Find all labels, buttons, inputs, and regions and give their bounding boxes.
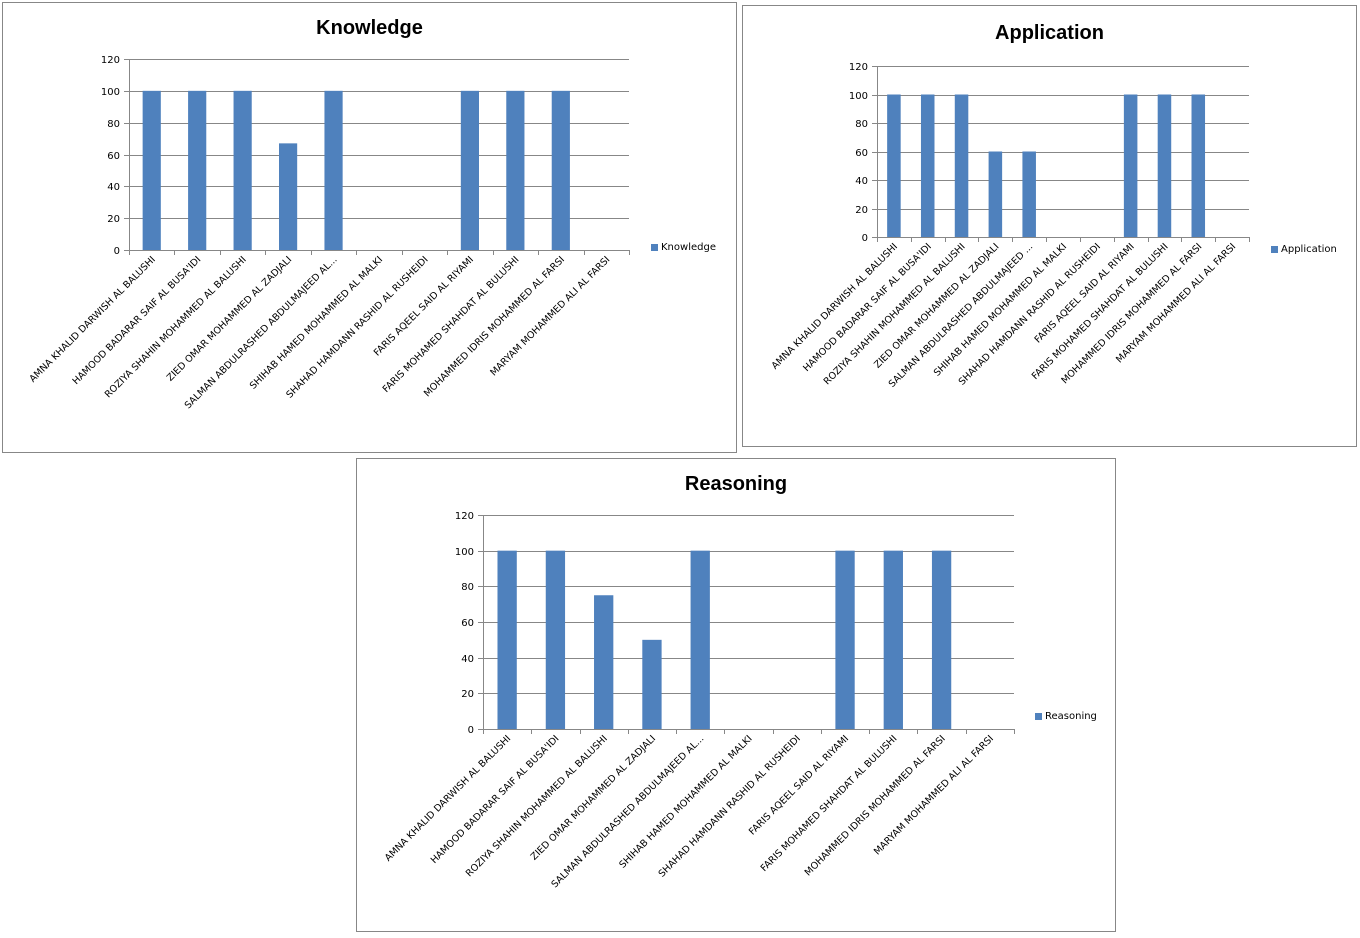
y-tick-label: 60 xyxy=(107,151,120,162)
y-tick-label: 100 xyxy=(849,91,868,102)
legend-label: Application xyxy=(1281,244,1337,255)
y-tick-label: 80 xyxy=(855,119,868,130)
y-tick-label: 100 xyxy=(101,87,120,98)
chart-legend: Application xyxy=(1271,244,1337,255)
chart-title: Knowledge xyxy=(316,17,423,39)
y-tick-label: 60 xyxy=(461,618,474,629)
bar xyxy=(188,90,207,250)
y-tick-label: 120 xyxy=(101,55,120,66)
legend-label: Reasoning xyxy=(1045,711,1097,722)
application-chart: Application 0 20 40 60 80 100 120 AMNA KHALID D… xyxy=(742,5,1357,447)
y-tick-label: 100 xyxy=(455,547,474,558)
legend-swatch xyxy=(651,244,658,251)
bar xyxy=(233,90,252,250)
y-tick-label: 120 xyxy=(849,62,868,73)
bar xyxy=(690,550,710,729)
bar xyxy=(920,94,935,237)
bar xyxy=(506,90,525,250)
y-tick-label: 0 xyxy=(468,725,474,736)
chart-title: Reasoning xyxy=(684,473,788,495)
bar xyxy=(142,90,161,250)
bar xyxy=(551,90,570,250)
y-tick-label: 20 xyxy=(107,214,120,225)
reasoning-chart: Reasoning 0 20 40 60 80 100 120 AMNA KHALID DAR… xyxy=(356,458,1116,932)
legend-swatch xyxy=(1035,713,1042,720)
bar xyxy=(324,90,343,250)
y-tick-label: 0 xyxy=(114,246,120,257)
y-tick-label: 40 xyxy=(461,654,474,665)
bar xyxy=(1157,94,1172,237)
bar xyxy=(954,94,969,237)
y-tick-label: 60 xyxy=(855,148,868,159)
y-tick-label: 20 xyxy=(855,205,868,216)
chart-legend: Reasoning xyxy=(1035,711,1097,722)
legend-swatch xyxy=(1271,246,1278,253)
application-plot: 0 20 40 60 80 100 120 AMNA KHALID DARWISH AL BA… xyxy=(770,62,1250,390)
bar xyxy=(883,550,903,729)
x-category-label: MARYAM MOHAMMED ALI AL FARSI xyxy=(1114,241,1238,365)
bar xyxy=(1022,151,1036,237)
x-category-label: FARIS AQEEL SAID AL RIYAMI xyxy=(747,733,851,837)
bar xyxy=(594,595,614,729)
y-tick-label: 80 xyxy=(461,582,474,593)
bar xyxy=(642,639,662,729)
y-tick-label: 0 xyxy=(862,233,868,244)
y-tick-label: 40 xyxy=(855,176,868,187)
x-category-label: AMNA KHALID DARWISH AL BALUSHI xyxy=(770,241,900,371)
bar xyxy=(497,550,517,729)
chart-title: Application xyxy=(995,22,1104,44)
bar xyxy=(545,550,566,729)
bar xyxy=(887,94,901,237)
y-tick-label: 40 xyxy=(107,182,120,193)
bar xyxy=(931,550,952,729)
knowledge-chart: Knowledge 0 20 40 60 80 100 120 AMNA KHALID DAR… xyxy=(2,2,737,453)
bar xyxy=(835,550,855,729)
y-tick-label: 20 xyxy=(461,689,474,700)
x-category-label: ZIED OMAR MOHAMMED AL ZADJALI xyxy=(872,241,1001,370)
bar xyxy=(1191,94,1206,237)
y-tick-label: 120 xyxy=(455,511,474,522)
y-tick-label: 80 xyxy=(107,119,120,130)
bar xyxy=(279,143,298,250)
legend-label: Knowledge xyxy=(661,242,716,253)
x-category-label: SALMAN ABDULRASHED ABDULMAJEED AL... xyxy=(183,254,340,411)
bar xyxy=(460,90,479,250)
bar xyxy=(1123,94,1138,237)
bar xyxy=(988,151,1003,237)
chart-legend: Knowledge xyxy=(651,242,716,253)
